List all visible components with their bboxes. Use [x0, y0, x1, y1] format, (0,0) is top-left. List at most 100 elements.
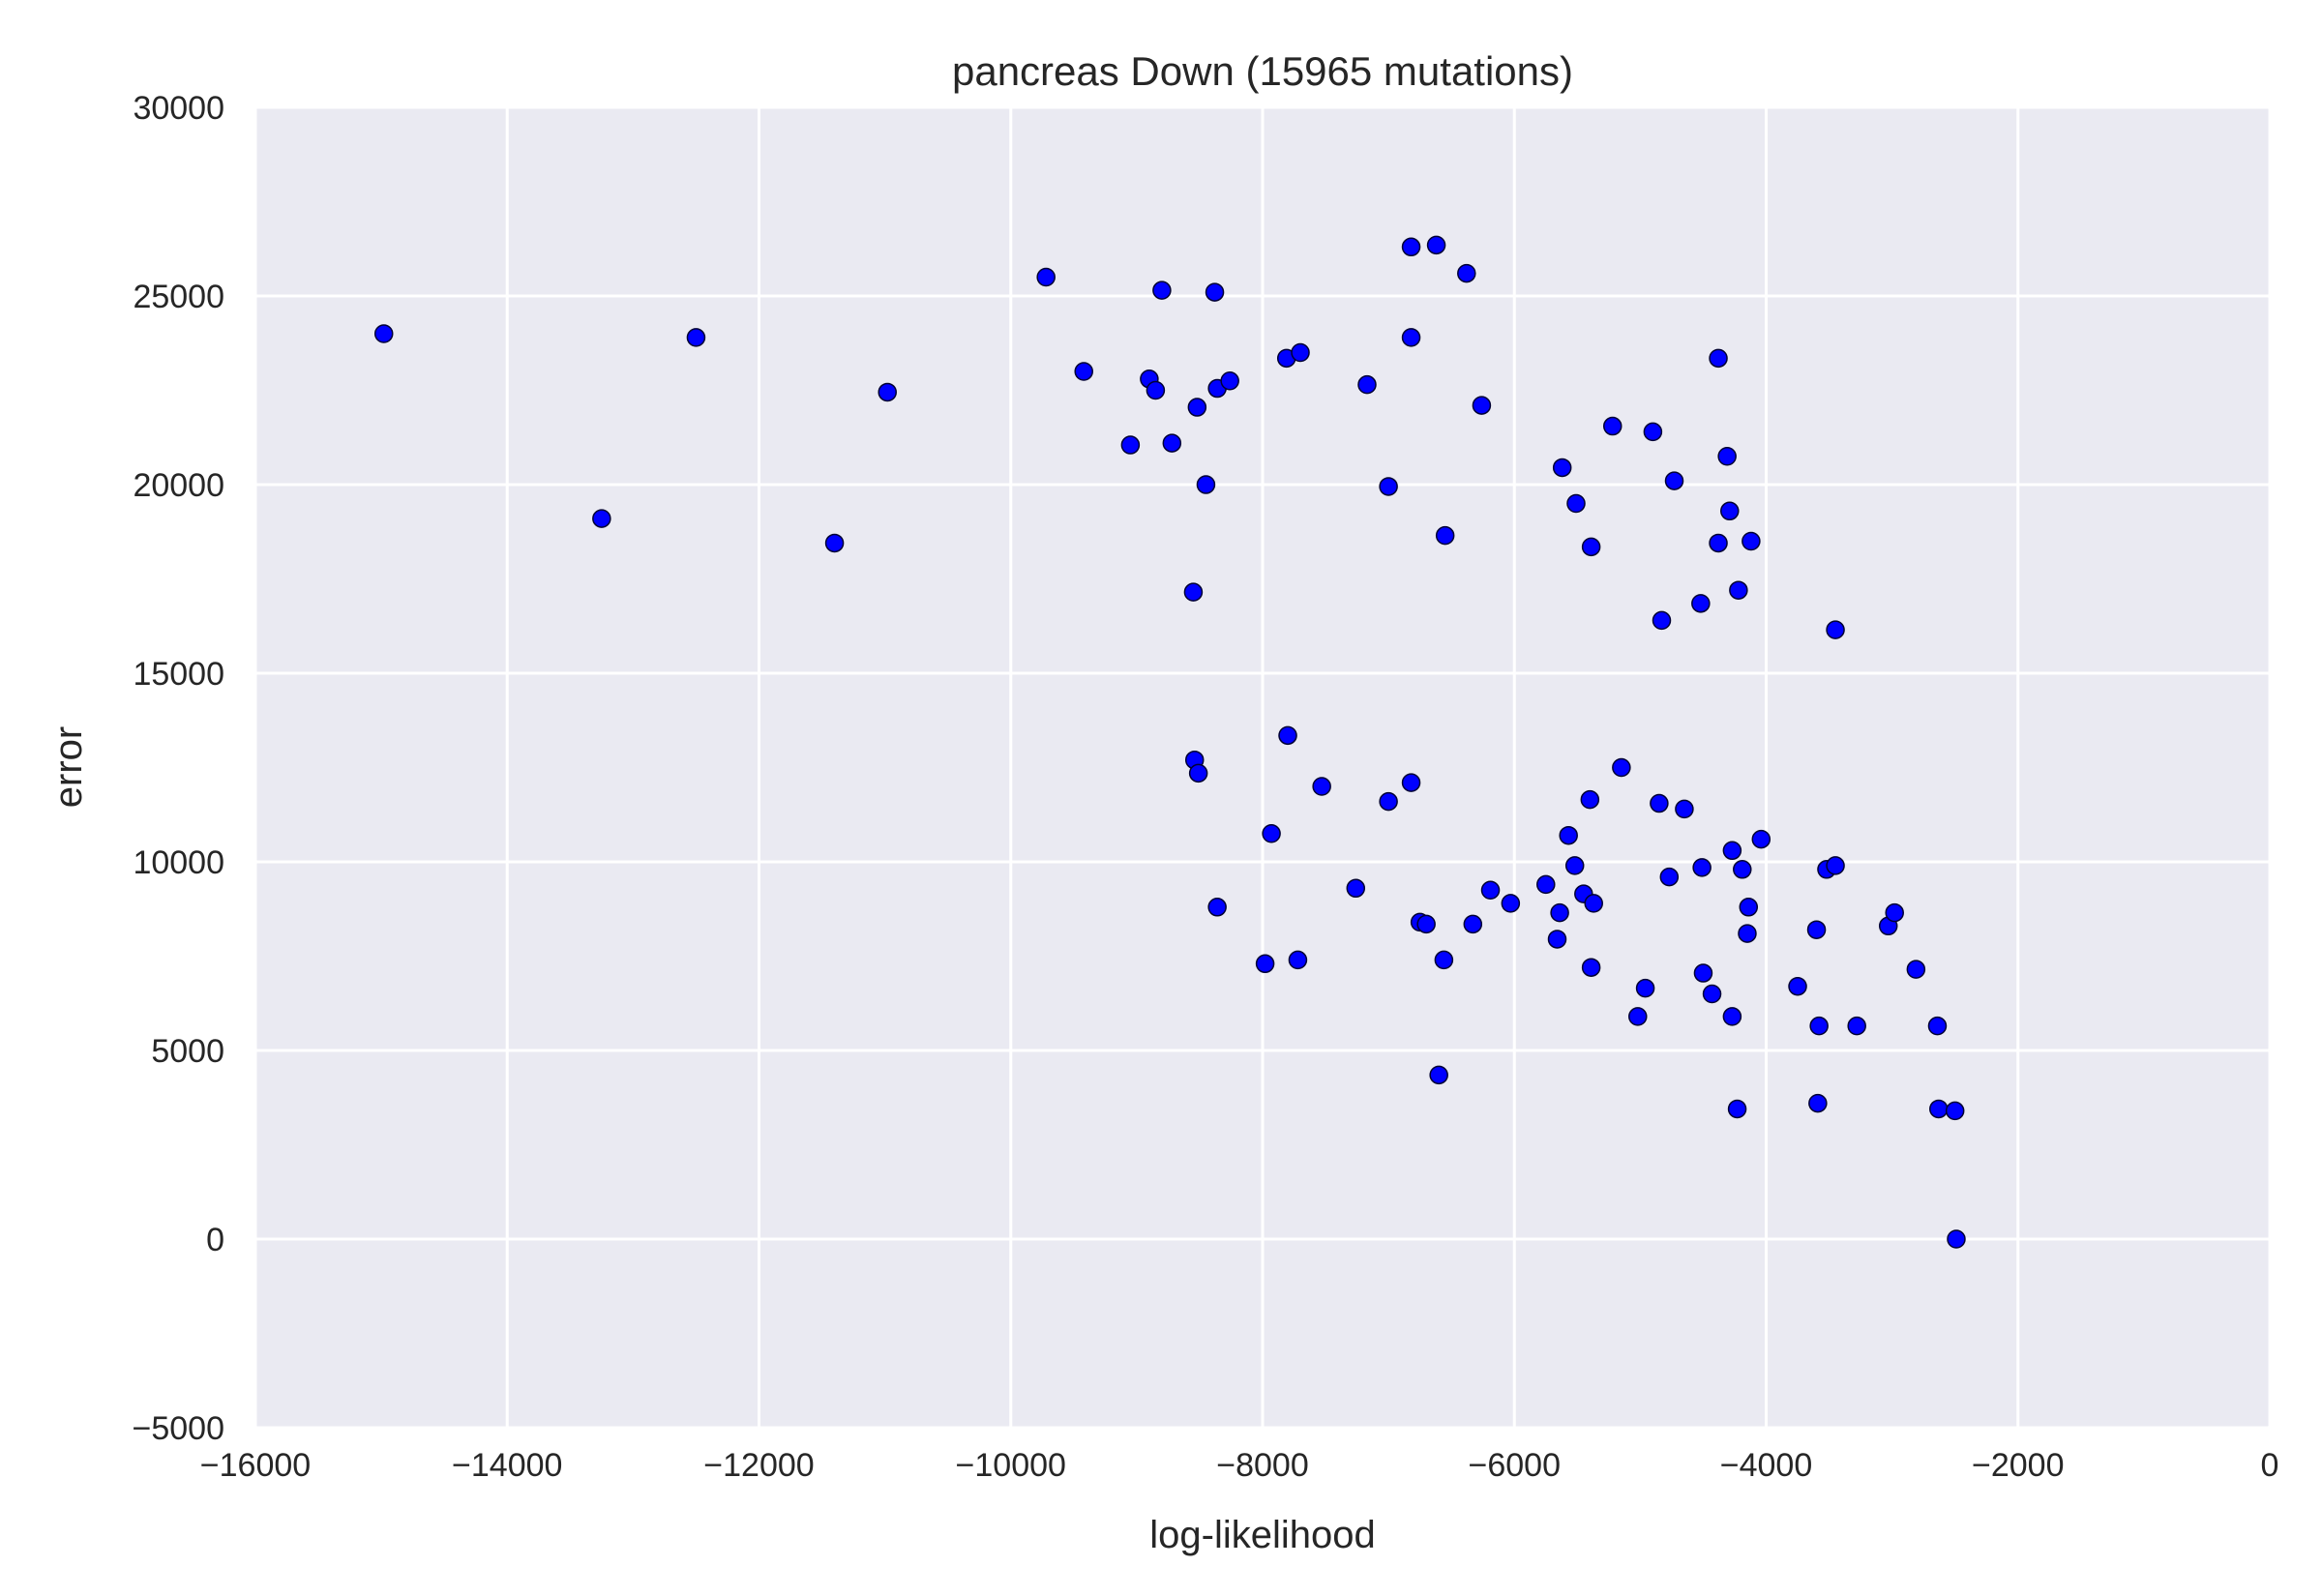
data-point: [1559, 825, 1578, 845]
data-point: [1480, 880, 1501, 900]
data-point: [1809, 1016, 1829, 1036]
data-point: [1255, 954, 1275, 974]
data-point: [1602, 416, 1622, 436]
data-point: [1945, 1101, 1965, 1121]
data-point: [1739, 898, 1759, 917]
data-point: [1738, 924, 1757, 943]
data-point: [1885, 902, 1904, 923]
data-point: [1288, 950, 1308, 970]
y-tick-label: −5000: [133, 1410, 225, 1447]
data-point: [1733, 860, 1752, 879]
data-point: [1552, 458, 1572, 478]
data-point: [1346, 878, 1366, 899]
data-point: [1709, 533, 1728, 553]
y-axis-label: error: [47, 726, 90, 808]
data-point: [1435, 525, 1455, 546]
x-tick-labels: −16000 −14000 −12000 −10000 −8000 −6000 −4000 −…: [200, 1447, 2279, 1484]
x-tick-label: −16000: [200, 1447, 311, 1484]
data-point: [1806, 920, 1827, 939]
data-point: [1434, 950, 1454, 970]
data-point: [373, 324, 394, 343]
data-point: [1927, 1016, 1948, 1036]
data-point: [1152, 281, 1172, 300]
data-point: [1472, 396, 1492, 415]
data-point: [1664, 471, 1684, 490]
data-point: [1643, 422, 1663, 442]
data-point: [1547, 930, 1567, 949]
data-point: [1036, 267, 1056, 287]
data-point: [1162, 433, 1182, 453]
data-point: [1580, 789, 1600, 810]
y-tick-label: 15000: [133, 656, 224, 693]
data-point: [824, 533, 845, 553]
data-point: [1808, 1093, 1828, 1113]
x-tick-label: −4000: [1720, 1447, 1813, 1484]
data-point: [1429, 1065, 1448, 1085]
data-point: [1847, 1016, 1866, 1036]
data-point: [1722, 1007, 1742, 1026]
data-point: [1379, 477, 1398, 496]
data-point: [1929, 1099, 1949, 1119]
x-tick-label: −6000: [1469, 1447, 1562, 1484]
y-tick-labels: −5000 0 5000 10000 15000 20000 25000 30000: [133, 90, 225, 1447]
data-point: [1947, 1229, 1966, 1249]
data-point: [1709, 348, 1728, 369]
data-point: [1401, 773, 1421, 792]
data-point: [1379, 791, 1398, 812]
data-point: [1426, 235, 1446, 255]
data-point: [1659, 867, 1680, 887]
x-axis-label: log-likelihood: [1149, 1514, 1375, 1556]
x-tick-label: −10000: [956, 1447, 1066, 1484]
data-point: [1628, 1007, 1648, 1026]
x-tick-label: 0: [2261, 1447, 2279, 1484]
data-point: [1357, 374, 1377, 395]
data-point: [1692, 858, 1712, 877]
data-point: [1457, 263, 1476, 283]
data-point: [1501, 894, 1521, 913]
data-point: [1742, 531, 1761, 551]
data-point: [1693, 963, 1713, 983]
data-point: [1401, 328, 1421, 347]
data-point: [1536, 874, 1556, 895]
data-point: [878, 382, 897, 402]
data-point: [1717, 447, 1737, 466]
data-point: [1183, 582, 1204, 602]
data-point: [1691, 594, 1711, 613]
data-point: [1826, 620, 1845, 639]
y-tick-label: 0: [206, 1222, 224, 1258]
data-point: [1187, 398, 1207, 417]
data-point: [1416, 914, 1436, 934]
data-point: [1751, 829, 1771, 849]
data-point: [1188, 763, 1208, 783]
data-point: [1826, 856, 1845, 875]
data-points: [373, 235, 1966, 1249]
data-point: [1074, 362, 1093, 381]
data-point: [1196, 475, 1216, 494]
data-point: [1278, 725, 1297, 746]
data-point: [1312, 777, 1331, 796]
data-point: [1612, 757, 1631, 778]
data-point: [1205, 282, 1225, 302]
data-point: [1788, 976, 1807, 996]
x-tick-label: −8000: [1216, 1447, 1309, 1484]
y-tick-label: 5000: [151, 1033, 224, 1070]
data-point: [1635, 978, 1655, 998]
data-point: [592, 509, 611, 528]
data-point: [1581, 958, 1601, 977]
data-point: [1220, 371, 1239, 391]
x-tick-label: −14000: [452, 1447, 562, 1484]
data-point: [1291, 342, 1310, 363]
data-point: [1584, 894, 1603, 913]
data-point: [686, 328, 706, 347]
data-point: [1566, 493, 1586, 514]
y-tick-label: 10000: [133, 844, 224, 881]
data-point: [1401, 237, 1421, 257]
data-point: [1652, 610, 1672, 631]
y-tick-label: 30000: [133, 90, 224, 127]
data-point: [1262, 824, 1281, 843]
grid-lines: [253, 105, 2272, 1430]
y-tick-label: 20000: [133, 467, 224, 504]
data-point: [1120, 435, 1141, 455]
data-point: [1207, 898, 1227, 917]
